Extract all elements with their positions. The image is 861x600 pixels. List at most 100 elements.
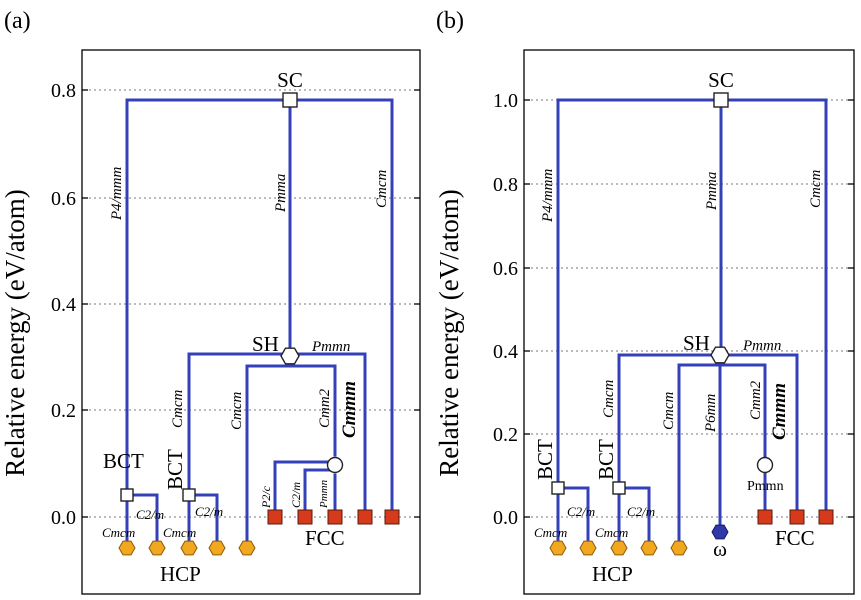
panel-b-path-label-cmcm-low1: Cmcm (534, 525, 567, 540)
panel-b-label-omega: ω (713, 537, 727, 561)
panel-b-ticks (524, 99, 854, 518)
panel-b-tick-label-0.2: 0.2 (493, 424, 518, 446)
panel-b-fcc-marker (757, 509, 773, 525)
panel-a-grid (84, 89, 418, 518)
panel-a-path-label-pmma: Pmma (273, 174, 289, 213)
panel-b-hcp-marker (640, 540, 658, 556)
panel-a-plot-frame (81, 49, 421, 595)
panel-b-path-label-c2m-2: C2/m (627, 504, 655, 519)
panel-a-transition-paths (125, 98, 394, 550)
panel-a-label-bct-2: BCT (163, 449, 187, 490)
panel-a-path-label-p4mmm: P4/mmm (109, 167, 125, 221)
panel-b-node-sc (713, 92, 729, 108)
panel-b-tick-label-0.0: 0.0 (493, 507, 518, 529)
panel-a-hcp-marker (118, 540, 136, 556)
panel-b-label-bct-1: BCT (533, 439, 557, 480)
panel-b-label-sh: SH (683, 331, 710, 355)
panel-a-path-label-cmmm: Cmmm (339, 381, 360, 438)
panel-a-hcp-marker (148, 540, 166, 556)
panel-b-transition-paths (556, 98, 828, 550)
panel-b-tick-label-1.0: 1.0 (493, 90, 518, 112)
panel-a-path-label-cmcm-sh: Cmcm (170, 390, 186, 428)
panel-a-fcc-marker (327, 509, 343, 525)
panel-a-label-bct-1: BCT (103, 449, 144, 473)
panel-a-hcp-marker (180, 540, 198, 556)
panel-a-path-label-c2m-3: C2/m (289, 482, 303, 508)
panel-b-path-label-cmcm-low2: Cmcm (595, 525, 628, 540)
panel-a-tick-label-0.0: 0.0 (51, 507, 76, 529)
panel-a-label-hcp: HCP (160, 562, 201, 586)
panel-a-path-label-cmcm-mid: Cmcm (229, 392, 245, 430)
panel-b-hcp-marker (610, 540, 628, 556)
panel-b-path-label-cmcm-right: Cmcm (808, 170, 824, 208)
panel-a-fcc-marker (357, 509, 373, 525)
panel-a-hcp-marker (208, 540, 226, 556)
panel-a-node-sc (282, 92, 298, 108)
panel-b-node-bct-1 (551, 481, 565, 495)
panel-a-label-sh: SH (252, 332, 279, 356)
panel-a-fcc-marker (384, 509, 400, 525)
panel-a-label: (a) (4, 8, 31, 34)
panel-b-fcc-markers (757, 509, 834, 525)
panel-b-path-label-c2m-1: C2/m (567, 504, 595, 519)
panel-b-tick-label-0.4: 0.4 (493, 341, 518, 363)
panel-a-tick-label-0.6: 0.6 (51, 188, 76, 210)
panel-a-hcp-markers (118, 540, 256, 556)
panel-a-path-label-cmcm-right: Cmcm (374, 170, 390, 208)
panel-b-tick-label-0.8: 0.8 (493, 174, 518, 196)
panel-a-node-sh (280, 347, 300, 365)
panel-b-path-label-pmmn: Pmmn (742, 338, 781, 354)
panel-a-hcp-marker (238, 540, 256, 556)
panel-b-label-hcp: HCP (592, 562, 633, 586)
panel-a: (a) Relative energy (eV/atom) 0.8 0.6 0.… (0, 8, 421, 595)
panel-a-label-fcc: FCC (305, 526, 345, 550)
panel-a-path-label-cmcm-low2: Cmcm (163, 525, 196, 540)
panel-b-path-label-pmmn-low: Pmmn (747, 479, 784, 494)
panel-a-path-label-cmcm-low1: Cmcm (102, 525, 135, 540)
panel-b-node-bct-2 (612, 481, 626, 495)
panel-b-omega-marker (711, 524, 729, 540)
panel-b-path-label-pmma: Pmma (704, 172, 720, 211)
panel-a-y-axis-label: Relative energy (eV/atom) (0, 189, 30, 476)
panel-b: (b) Relative energy (eV/atom) 1.0 0.8 0.… (434, 8, 855, 595)
panel-b-path-label-cmmm: Cmmm (769, 383, 790, 440)
panel-a-ticks (82, 89, 420, 518)
panel-a-path-label-pmmn-low: Pmmn (318, 479, 330, 509)
panel-a-path-label-cmm2: Cmm2 (317, 388, 333, 428)
panel-b-node-sh (710, 346, 730, 364)
panel-b-label: (b) (436, 8, 464, 34)
panel-b-grid (526, 99, 852, 518)
panel-a-path-label-pmmn: Pmmn (311, 339, 350, 355)
panel-b-hcp-marker (670, 540, 688, 556)
panel-a-node-bct-1 (120, 488, 134, 502)
panel-b-label-fcc: FCC (775, 526, 815, 550)
panel-b-hcp-marker (549, 540, 567, 556)
panel-a-tick-label-0.2: 0.2 (51, 400, 76, 422)
panel-b-path-label-cmm2: Cmm2 (748, 380, 764, 420)
panel-a-path-label-p2c: P2/c (259, 485, 273, 509)
panel-b-fcc-marker (818, 509, 834, 525)
panel-b-path-label-p6mm: P6mm (703, 394, 719, 433)
panel-b-fcc-marker (789, 509, 805, 525)
panel-a-path-label-c2m-2: C2/m (195, 504, 223, 519)
panel-a-fcc-marker (267, 509, 283, 525)
panel-b-label-bct-2: BCT (594, 439, 618, 480)
panel-b-path-label-cmcm-sh: Cmcm (601, 380, 617, 418)
panel-a-node-bct-2 (182, 488, 196, 502)
panel-b-label-sc: SC (708, 68, 734, 92)
panel-a-fcc-marker (297, 509, 313, 525)
panel-b-hcp-marker (579, 540, 597, 556)
panel-a-tick-label-0.8: 0.8 (51, 80, 76, 102)
panel-a-path-label-c2m-1: C2/m (136, 507, 164, 522)
panel-a-tick-label-0.4: 0.4 (51, 294, 76, 316)
panel-b-y-axis-label: Relative energy (eV/atom) (434, 189, 464, 476)
panel-b-plot-frame (523, 49, 855, 595)
panel-b-node-intermediate (756, 456, 774, 474)
panel-b-path-label-cmcm-mid: Cmcm (661, 392, 677, 430)
panel-b-tick-label-0.6: 0.6 (493, 258, 518, 280)
panel-b-path-label-p4mmm: P4/mmm (540, 169, 556, 223)
panel-a-fcc-markers (267, 509, 400, 525)
panel-a-label-sc: SC (277, 68, 303, 92)
panel-a-node-intermediate (326, 456, 344, 474)
